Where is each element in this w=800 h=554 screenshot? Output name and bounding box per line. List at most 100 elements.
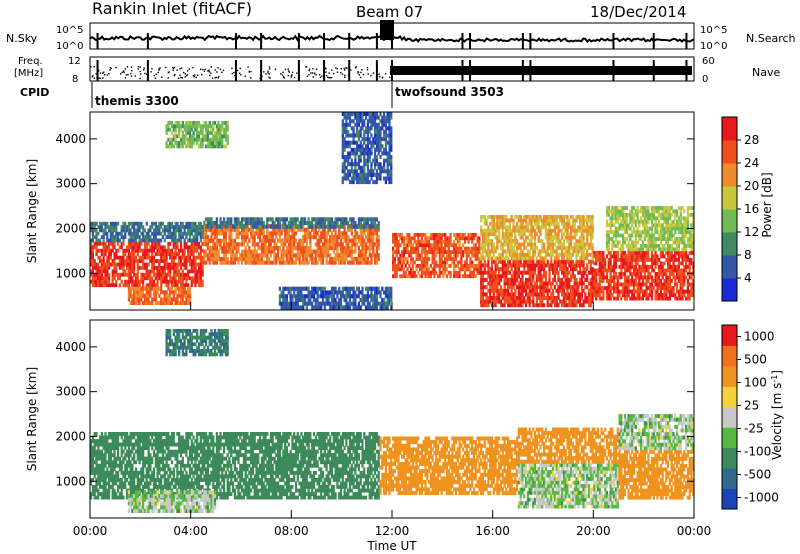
heatmap-cell [609, 250, 612, 255]
heatmap-cell [498, 267, 501, 272]
noise-spike [380, 20, 394, 40]
heatmap-cell [366, 231, 369, 236]
heatmap-cell [250, 235, 253, 240]
heatmap-cell [124, 235, 127, 239]
heatmap-cell [539, 296, 542, 300]
heatmap-cell [377, 242, 380, 247]
heatmap-cell [690, 257, 693, 262]
heatmap-cell [564, 259, 567, 264]
heatmap-cell [600, 264, 603, 269]
heatmap-cell [629, 254, 632, 259]
heatmap-cell [668, 261, 671, 266]
heatmap-cell [187, 286, 190, 291]
heatmap-cell [503, 270, 506, 275]
heatmap-cell [140, 272, 143, 277]
heatmap-cell [508, 296, 511, 300]
heatmap-cell [214, 253, 217, 258]
heatmap-cell [499, 221, 503, 226]
heatmap-cell [589, 242, 592, 247]
heatmap-cell [120, 241, 123, 246]
heatmap-cell [472, 236, 476, 241]
heatmap-cell [248, 260, 251, 265]
heatmap-cell [456, 253, 459, 258]
heatmap-cell [127, 241, 130, 246]
heatmap-cell [523, 246, 526, 250]
heatmap-cell [435, 246, 438, 251]
heatmap-cell [303, 231, 307, 236]
heatmap-cell [278, 231, 281, 236]
heatmap-cell [485, 285, 488, 290]
heatmap-cell [268, 224, 271, 229]
heatmap-cell [525, 215, 528, 219]
heatmap-cell [266, 253, 269, 258]
heatmap-cell [449, 250, 452, 254]
heatmap-cell [640, 272, 643, 276]
heatmap-cell [251, 217, 254, 222]
heatmap-cell [361, 231, 364, 236]
heatmap-cell [100, 259, 103, 263]
heatmap-cell [553, 256, 556, 261]
heatmap-cell [582, 246, 585, 250]
heatmap-cell [489, 228, 492, 233]
heatmap-cell [422, 267, 425, 272]
heatmap-cell [253, 231, 256, 236]
freq-dot [329, 76, 332, 79]
heatmap-cell [336, 217, 339, 222]
heatmap-cell [345, 238, 348, 243]
heatmap-cell [356, 235, 359, 240]
heatmap-cell [532, 259, 535, 264]
heatmap-cell [235, 217, 238, 222]
heatmap-cell [616, 286, 619, 290]
heatmap-cell [375, 217, 378, 222]
heatmap-cell [591, 225, 594, 230]
heatmap-cell [692, 250, 695, 255]
heatmap-cell [528, 285, 531, 290]
heatmap-cell [516, 228, 519, 233]
heatmap-cell [525, 263, 528, 268]
heatmap-cell [106, 266, 109, 270]
heatmap-cell [541, 242, 544, 247]
heatmap-cell [445, 267, 449, 272]
heatmap-cell [347, 260, 350, 265]
heatmap-cell [131, 225, 134, 229]
heatmap-cell [438, 257, 441, 261]
heatmap-cell [589, 215, 592, 219]
heatmap-cell [154, 225, 157, 229]
heatmap-cell [548, 281, 551, 286]
heatmap-cell [303, 260, 307, 265]
heatmap-cell [517, 274, 520, 279]
heatmap-cell [163, 228, 166, 233]
heatmap-cell [579, 303, 582, 308]
heatmap-cell [404, 274, 407, 279]
heatmap-cell [555, 246, 558, 250]
freq-dot [172, 69, 174, 71]
heatmap-cell [142, 262, 145, 267]
heatmap-cell [97, 276, 100, 281]
heatmap-cell [156, 225, 159, 229]
heatmap-cell [433, 233, 436, 237]
heatmap-cell [266, 246, 269, 251]
heatmap-cell [165, 259, 168, 263]
heatmap-cell [508, 263, 511, 268]
heatmap-cell [647, 275, 650, 280]
heatmap-cell [604, 275, 607, 280]
heatmap-cell [447, 236, 450, 241]
heatmap-cell [169, 297, 172, 302]
heatmap-cell [348, 217, 352, 222]
heatmap-cell [625, 264, 628, 269]
heatmap-cell [194, 228, 197, 233]
freq-dot [214, 69, 216, 71]
heatmap-cell [223, 217, 226, 222]
heatmap-cell [625, 279, 628, 283]
heatmap-cell [179, 266, 183, 270]
heatmap-cell [685, 261, 688, 266]
heatmap-cell [618, 213, 621, 217]
heatmap-cell [296, 242, 299, 247]
heatmap-cell [188, 231, 192, 236]
heatmap-cell [557, 225, 560, 230]
heatmap-cell [557, 232, 560, 237]
heatmap-cell [329, 227, 332, 232]
heatmap-cell [172, 276, 175, 281]
heatmap-cell [512, 259, 515, 264]
heatmap-cell [523, 225, 526, 230]
